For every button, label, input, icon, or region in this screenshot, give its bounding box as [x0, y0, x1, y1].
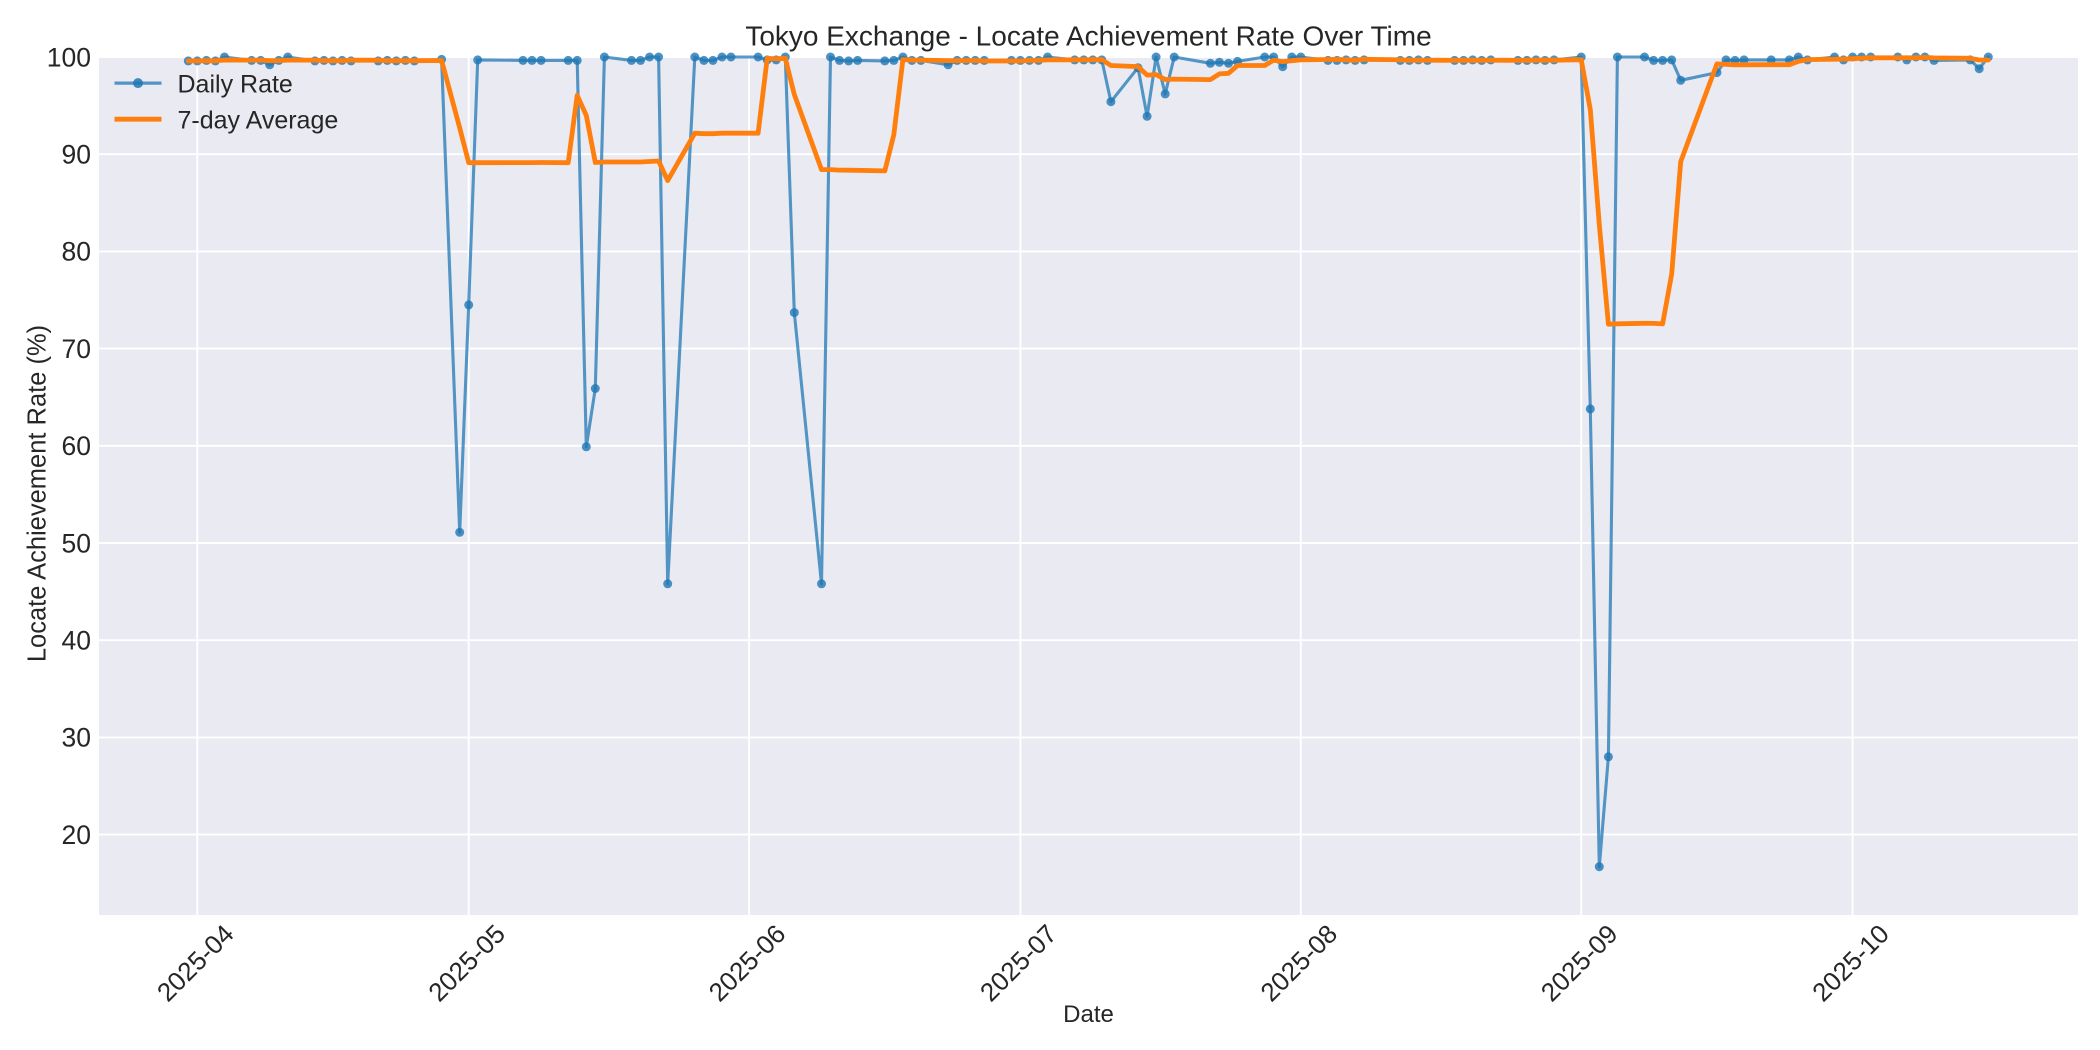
svg-text:60: 60	[62, 431, 91, 461]
svg-text:70: 70	[62, 334, 91, 364]
svg-text:20: 20	[62, 820, 91, 850]
svg-text:100: 100	[47, 42, 91, 72]
svg-text:Tokyo Exchange - Locate Achiev: Tokyo Exchange - Locate Achievement Rate…	[745, 21, 1431, 52]
svg-text:30: 30	[62, 723, 91, 753]
svg-text:Locate Achievement Rate (%): Locate Achievement Rate (%)	[24, 325, 52, 662]
svg-text:Date: Date	[1063, 1001, 1114, 1028]
svg-text:40: 40	[62, 626, 91, 656]
svg-text:80: 80	[62, 237, 91, 267]
svg-text:90: 90	[62, 140, 91, 170]
svg-text:Daily Rate: Daily Rate	[178, 70, 293, 98]
svg-text:50: 50	[62, 528, 91, 558]
svg-text:7-day Average: 7-day Average	[178, 106, 339, 134]
